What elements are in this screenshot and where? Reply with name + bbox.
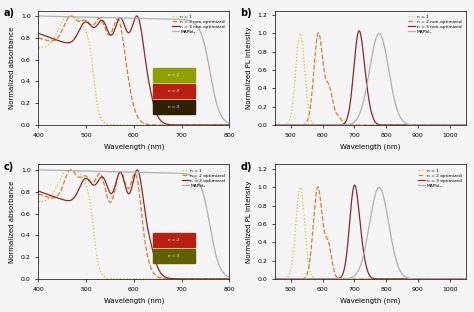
Text: a): a) (4, 8, 15, 18)
Legend: n = 1, n = 2 non-optimized, n = 3 non-optimized, MAPbI₃: n = 1, n = 2 non-optimized, n = 3 non-op… (407, 13, 464, 35)
Bar (153, 68, 195, 81)
Y-axis label: Normalized absorbance: Normalized absorbance (9, 27, 15, 109)
Text: n = 3: n = 3 (168, 254, 180, 258)
X-axis label: Wavelength (nm): Wavelength (nm) (340, 143, 401, 150)
Y-axis label: Normalized PL intensity: Normalized PL intensity (246, 180, 252, 263)
X-axis label: Wavelength (nm): Wavelength (nm) (104, 297, 164, 304)
X-axis label: Wavelength (nm): Wavelength (nm) (104, 143, 164, 150)
Bar (153, 233, 195, 247)
Legend: n = 1, n = 2 non-optimized, n = 3 non-optimized, MAPbI₃: n = 1, n = 2 non-optimized, n = 3 non-op… (170, 13, 227, 35)
Text: c): c) (4, 162, 14, 172)
Text: n = 2: n = 2 (168, 238, 180, 242)
Text: n = 3: n = 3 (168, 105, 180, 109)
Y-axis label: Normalized PL intensity: Normalized PL intensity (246, 27, 252, 109)
Legend: n = 1, n = 2 optimized, n = 3 optimized, MAPbI₃: n = 1, n = 2 optimized, n = 3 optimized,… (180, 167, 227, 189)
Bar (153, 249, 195, 263)
Text: n = 2: n = 2 (168, 89, 180, 93)
Bar (153, 84, 195, 98)
Y-axis label: Normalized absorbance: Normalized absorbance (9, 181, 15, 263)
Text: n = 1: n = 1 (168, 73, 180, 77)
Text: b): b) (240, 8, 252, 18)
Bar (153, 100, 195, 114)
X-axis label: Wavelength (nm): Wavelength (nm) (340, 297, 401, 304)
Legend: n = 1, n = 2 optimized, n = 3 optimized, MAPbI₃: n = 1, n = 2 optimized, n = 3 optimized,… (417, 167, 464, 189)
Text: d): d) (240, 162, 252, 172)
